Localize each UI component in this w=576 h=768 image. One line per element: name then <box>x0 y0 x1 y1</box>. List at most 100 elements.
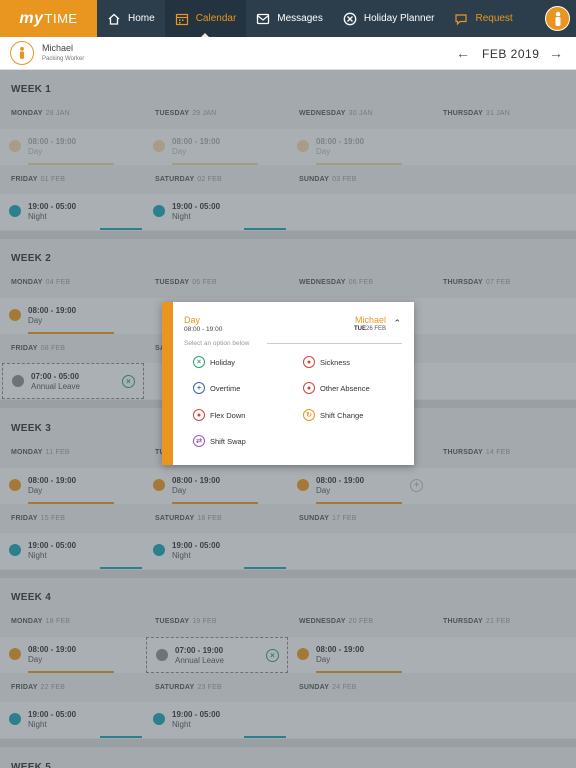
shift-time: 08:00 - 19:00 <box>172 137 221 146</box>
day-label: WEDNESDAY 30 JAN <box>299 110 373 117</box>
shift-cell[interactable]: 08:00 - 19:00 Day <box>0 129 142 165</box>
shift-cell[interactable]: 08:00 - 19:00 Day <box>144 129 286 165</box>
shift-kind: Night <box>172 212 191 221</box>
day-name: WEDNESDAY <box>299 618 346 625</box>
leave-shift-cell[interactable]: 07:00 - 19:00 Annual Leave × <box>146 637 288 673</box>
popup-shift-time: 08:00 - 19:00 <box>184 326 223 333</box>
shift-underline <box>28 671 114 673</box>
option-overtime-label: Overtime <box>210 383 241 393</box>
shift-underline <box>28 163 114 165</box>
leave-shift-cell[interactable]: 07:00 - 05:00 Annual Leave × <box>2 363 144 399</box>
day-date: 05 FEB <box>192 279 217 286</box>
add-shift-icon[interactable]: + <box>410 479 423 492</box>
day-date: 11 FEB <box>45 449 70 456</box>
option-holiday[interactable]: × Holiday <box>193 356 235 368</box>
day-date: 06 FEB <box>348 279 374 286</box>
prev-month-arrow-icon[interactable]: ← <box>456 45 470 61</box>
shift-cell[interactable]: 19:00 - 05:00 Night <box>0 702 142 738</box>
option-other-absence[interactable]: ● Other Absence <box>303 382 370 394</box>
shift-kind: Day <box>316 655 331 664</box>
day-label: SATURDAY 02 FEB <box>155 176 222 183</box>
day-date: 28 JAN <box>45 110 70 117</box>
option-shift-swap[interactable]: ⇄ Shift Swap <box>193 435 246 447</box>
day-date: 08 FEB <box>40 345 66 352</box>
shift-kind: Day <box>316 486 331 495</box>
shift-time: 19:00 - 05:00 <box>28 202 77 211</box>
nav-request[interactable]: Request <box>444 0 522 37</box>
shift-cell[interactable]: 19:00 - 05:00 Night <box>144 702 286 738</box>
messages-icon <box>257 13 270 24</box>
day-label: MONDAY 04 FEB <box>11 279 70 286</box>
nav-holiday-planner[interactable]: Holiday Planner <box>333 0 445 37</box>
day-name: SATURDAY <box>155 515 195 522</box>
shift-cell[interactable]: 19:00 - 05:00 Night <box>0 194 142 230</box>
option-overtime[interactable]: + Overtime <box>193 382 240 394</box>
day-name: MONDAY <box>11 449 43 456</box>
day-name: THURSDAY <box>443 618 483 625</box>
shift-cell[interactable]: 08:00 - 19:00 Day <box>144 468 286 504</box>
cancel-leave-icon[interactable]: × <box>122 375 135 388</box>
option-shift-change[interactable]: ↻ Shift Change <box>303 409 363 421</box>
day-label: FRIDAY 08 FEB <box>11 345 65 352</box>
popup-hint: Select an option below <box>184 340 250 347</box>
day-date: 14 FEB <box>485 449 511 456</box>
shift-time: 19:00 - 05:00 <box>172 541 221 550</box>
shift-time: 07:00 - 19:00 <box>175 646 224 655</box>
shift-time: 08:00 - 19:00 <box>28 137 77 146</box>
day-row <box>0 194 576 230</box>
shift-kind: Night <box>172 720 191 729</box>
day-dot-icon <box>153 140 165 152</box>
shift-cell[interactable]: 08:00 - 19:00 Day <box>288 129 430 165</box>
nav-calendar[interactable]: Calendar <box>164 0 247 37</box>
day-name: FRIDAY <box>11 684 38 691</box>
cancel-leave-icon[interactable]: × <box>266 649 279 662</box>
day-label: SATURDAY 23 FEB <box>155 684 222 691</box>
day-name: THURSDAY <box>443 449 483 456</box>
shift-kind: Day <box>172 147 187 156</box>
shift-cell[interactable]: 08:00 - 19:00 Day <box>0 637 142 673</box>
nav-messages[interactable]: Messages <box>246 0 333 37</box>
popup-weekday: TUE <box>353 326 366 332</box>
shift-underline <box>244 567 286 569</box>
option-flex-down[interactable]: ● Flex Down <box>193 409 245 421</box>
home-icon <box>108 13 120 25</box>
day-label: THURSDAY 14 FEB <box>443 449 510 456</box>
week-separator <box>0 231 576 239</box>
day-row <box>0 637 576 673</box>
day-label: MONDAY 11 FEB <box>11 449 70 456</box>
week-title: WEEK 5 <box>11 762 52 768</box>
day-label: SATURDAY 16 FEB <box>155 515 222 522</box>
shift-cell[interactable]: 08:00 - 19:00 Day <box>288 468 430 504</box>
shift-time: 19:00 - 05:00 <box>28 710 77 719</box>
option-sickness[interactable]: ● Sickness <box>303 356 350 368</box>
nav-home[interactable]: Home <box>97 0 165 37</box>
shift-cell[interactable]: 08:00 - 19:00 Day <box>0 298 142 334</box>
shift-underline <box>100 228 142 230</box>
shift-cell[interactable]: 19:00 - 05:00 Night <box>144 533 286 569</box>
day-date: 19 FEB <box>192 618 217 625</box>
leave-dot-icon <box>12 375 24 387</box>
chevron-up-icon[interactable]: ⌃ <box>393 318 401 328</box>
shift-cell[interactable]: 19:00 - 05:00 Night <box>144 194 286 230</box>
speech-bubble-icon <box>455 13 468 25</box>
day-label: TUESDAY 19 FEB <box>155 618 217 625</box>
day-name: TU <box>155 449 165 456</box>
day-date: 15 FEB <box>40 515 66 522</box>
mytime-logo[interactable]: my TIME <box>0 0 97 37</box>
shift-cell[interactable]: 19:00 - 05:00 Night <box>0 533 142 569</box>
shift-kind: Day <box>316 147 331 156</box>
night-dot-icon <box>9 544 21 556</box>
shift-kind: Night <box>28 212 47 221</box>
profile-avatar[interactable] <box>545 6 570 31</box>
option-other-absence-label: Other Absence <box>320 383 370 393</box>
next-month-arrow-icon[interactable]: → <box>549 45 563 61</box>
shift-kind: Annual Leave <box>175 656 224 665</box>
day-name: TUESDAY <box>155 279 190 286</box>
day-dot-icon <box>9 479 21 491</box>
shift-underline <box>316 502 402 504</box>
shift-cell[interactable]: 08:00 - 19:00 Day <box>0 468 142 504</box>
night-dot-icon <box>153 713 165 725</box>
shift-cell[interactable]: 08:00 - 19:00 Day <box>288 637 430 673</box>
day-name: WEDNESDAY <box>299 279 346 286</box>
day-dot-icon <box>153 479 165 491</box>
